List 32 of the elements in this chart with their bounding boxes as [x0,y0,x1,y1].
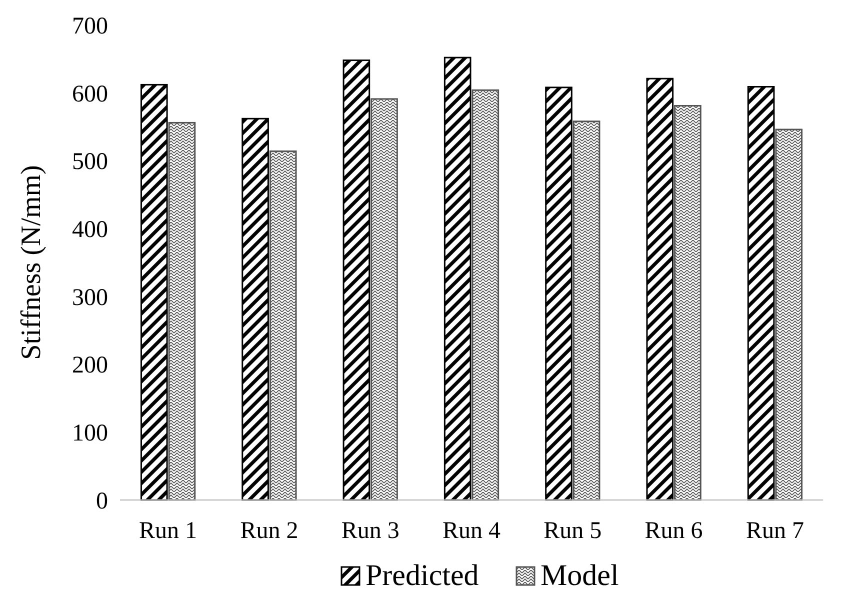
bar [269,150,297,501]
bar [747,86,775,501]
bar [242,118,269,501]
y-tick-label: 100 [72,420,108,447]
y-tick-label: 500 [72,149,108,176]
x-tick-label: Run 4 [442,518,501,544]
bar [444,56,472,501]
bar [342,60,370,501]
bar [775,128,803,501]
bar [168,122,196,501]
bar [646,78,674,501]
x-tick-label: Run 2 [240,518,298,544]
x-tick-label: Run 1 [139,518,198,544]
x-tick-label: Run 7 [746,518,804,544]
y-tick-label: 0 [96,488,108,514]
bar [140,84,168,501]
y-tick-label: 700 [72,13,108,40]
y-tick-label: 200 [72,352,108,379]
legend-label: Model [540,559,619,592]
legend-label: Predicted [366,559,479,592]
y-tick-label: 300 [72,284,108,311]
y-tick-label: 400 [72,216,108,243]
bar [472,89,500,501]
bar [370,98,398,501]
x-tick-label: Run 5 [544,518,602,544]
bar [572,120,600,501]
x-tick-label: Run 6 [644,518,703,544]
y-axis-title: Stiffness (N/mm) [16,165,47,360]
y-tick-label: 600 [72,81,108,108]
bar [545,86,572,501]
bar [674,105,702,501]
x-tick-label: Run 3 [341,518,400,544]
